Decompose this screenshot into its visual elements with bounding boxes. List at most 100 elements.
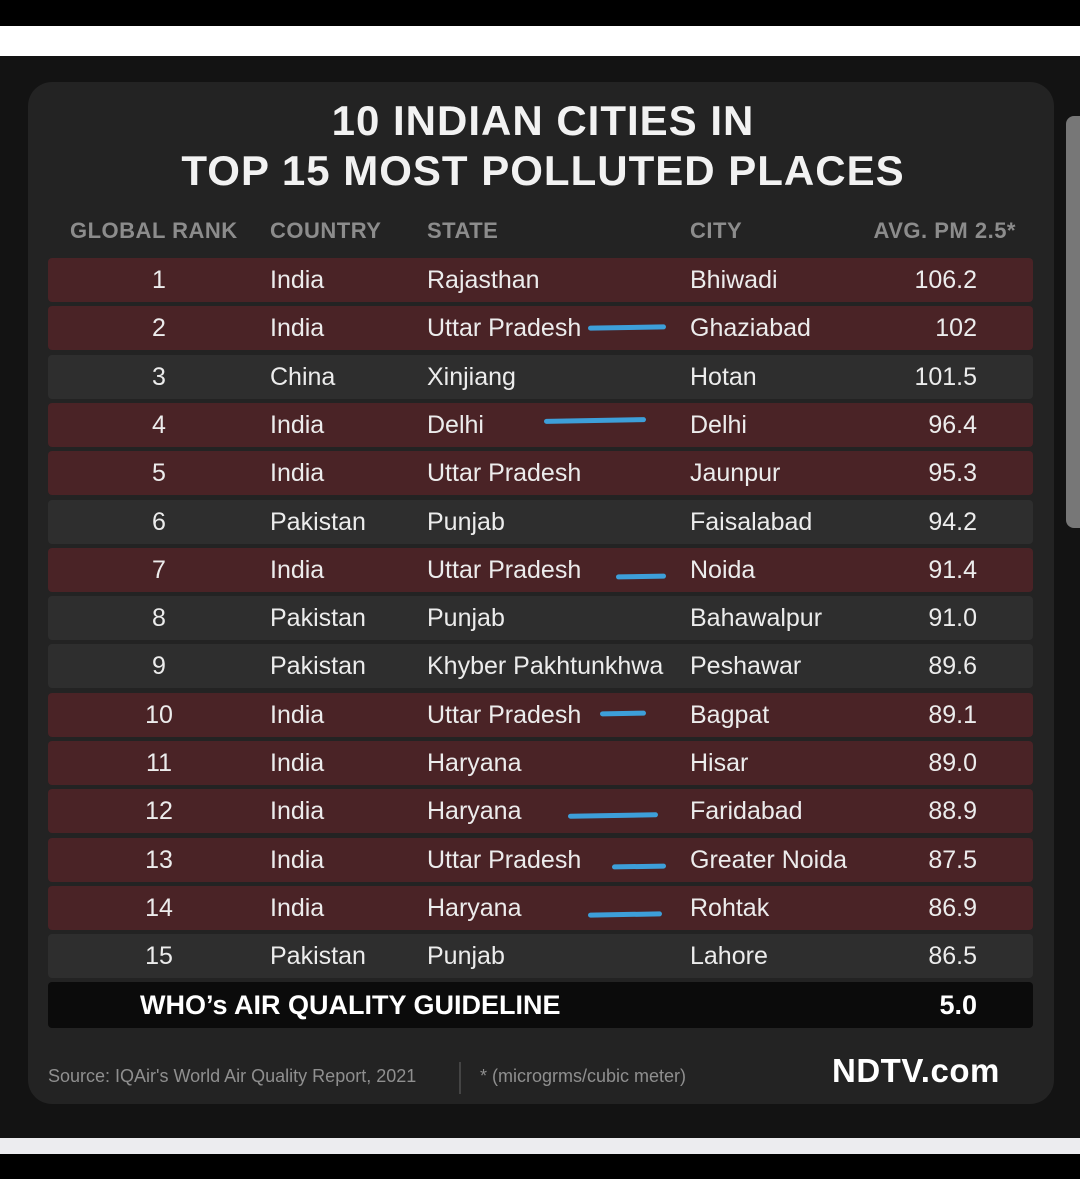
city-cell: Bagpat (690, 700, 770, 729)
table-row: 11 India Haryana Hisar 89.0 (48, 741, 1033, 785)
scrollbar-thumb[interactable] (1066, 116, 1080, 528)
city-cell: Hisar (690, 749, 749, 777)
country-cell: India (270, 700, 325, 729)
state-cell: Uttar Pradesh (427, 700, 582, 729)
rank-cell: 15 (145, 942, 173, 971)
country-cell: Pakistan (270, 604, 366, 633)
city-cell: Faridabad (690, 797, 803, 826)
state-cell: Xinjiang (427, 362, 516, 391)
source-note: Source: IQAir's World Air Quality Report… (48, 1066, 417, 1086)
city-cell: Bhiwadi (690, 266, 778, 294)
country-cell: Pakistan (270, 652, 366, 681)
state-cell: Delhi (427, 410, 484, 439)
rank-cell: 9 (152, 652, 166, 681)
pm25-cell: 95.3 (928, 459, 977, 488)
header-avg-pm25: AVG. PM 2.5* (873, 218, 1016, 243)
pen-underline-mark (615, 573, 667, 580)
pm25-cell: 86.9 (928, 893, 977, 922)
country-cell: Pakistan (270, 507, 366, 536)
country-cell: India (270, 555, 325, 584)
table-row: 5 India Uttar Pradesh Jaunpur 95.3 (48, 451, 1033, 496)
top-white-band (0, 26, 1080, 56)
city-cell: Rohtak (690, 893, 770, 922)
who-guideline-label: WHO’s AIR QUALITY GUIDELINE (140, 990, 561, 1020)
table-row: 1 India Rajasthan Bhiwadi 106.2 (48, 258, 1033, 302)
table-row: 4 India Delhi Delhi 96.4 (48, 402, 1033, 447)
country-cell: India (270, 410, 325, 439)
city-cell: Lahore (690, 942, 768, 971)
table-row: 3 China Xinjiang Hotan 101.5 (48, 354, 1033, 399)
bottom-white-band (0, 1138, 1080, 1154)
who-guideline-row: WHO’s AIR QUALITY GUIDELINE 5.0 (48, 982, 1033, 1028)
pm25-cell: 89.1 (928, 700, 977, 729)
table-row: 15 Pakistan Punjab Lahore 86.5 (48, 934, 1033, 979)
infographic-card (28, 82, 1054, 1104)
rank-cell: 2 (152, 314, 166, 343)
infographic-title: 10 INDIAN CITIES IN TOP 15 MOST POLLUTED… (0, 96, 1080, 196)
table-row: 10 India Uttar Pradesh Bagpat 89.1 (48, 692, 1033, 737)
state-cell: Punjab (427, 604, 505, 633)
ndtv-logo: NDTV.com (832, 1052, 1000, 1089)
state-cell: Uttar Pradesh (427, 555, 582, 584)
state-cell: Punjab (427, 942, 505, 971)
header-global-rank: GLOBAL RANK (70, 218, 238, 243)
state-cell: Uttar Pradesh (427, 314, 582, 343)
rank-cell: 7 (152, 555, 166, 584)
city-cell: Faisalabad (690, 507, 813, 536)
table-row: 8 Pakistan Punjab Bahawalpur 91.0 (48, 596, 1033, 641)
footer-divider (459, 1062, 461, 1094)
country-cell: India (270, 845, 325, 874)
state-cell: Haryana (427, 749, 522, 777)
table-row: 2 India Uttar Pradesh Ghaziabad 102 (48, 306, 1033, 351)
pm25-cell: 91.4 (928, 555, 977, 584)
table-row: 12 India Haryana Faridabad 88.9 (48, 789, 1033, 834)
rank-cell: 13 (145, 845, 173, 874)
rank-cell: 14 (145, 893, 173, 922)
state-cell: Uttar Pradesh (427, 459, 582, 488)
city-cell: Hotan (690, 362, 757, 391)
rank-cell: 8 (152, 604, 166, 633)
pen-underline-mark (611, 863, 667, 870)
country-cell: India (270, 314, 325, 343)
header-country: COUNTRY (270, 218, 382, 243)
who-guideline-value: 5.0 (939, 990, 977, 1020)
pen-underline-mark (599, 710, 647, 717)
header-city: CITY (690, 218, 743, 243)
title-line-2: TOP 15 MOST POLLUTED PLACES (181, 147, 905, 194)
rank-cell: 12 (145, 797, 173, 826)
rank-cell: 10 (145, 700, 173, 729)
rank-cell: 4 (152, 410, 166, 439)
city-cell: Delhi (690, 410, 747, 439)
pm25-cell: 87.5 (928, 845, 977, 874)
table-row: 14 India Haryana Rohtak 86.9 (48, 885, 1033, 930)
country-cell: India (270, 266, 325, 294)
table-row: 13 India Uttar Pradesh Greater Noida 87.5 (48, 837, 1033, 882)
city-cell: Noida (690, 555, 756, 584)
pm25-cell: 101.5 (914, 362, 977, 391)
country-cell: China (270, 362, 336, 391)
state-cell: Haryana (427, 893, 522, 922)
table-row: 7 India Uttar Pradesh Noida 91.4 (48, 547, 1033, 592)
state-cell: Khyber Pakhtunkhwa (427, 652, 664, 681)
state-cell: Uttar Pradesh (427, 845, 582, 874)
rank-cell: 5 (152, 459, 166, 488)
title-line-1: 10 INDIAN CITIES IN (331, 97, 755, 144)
pm25-cell: 94.2 (928, 507, 977, 536)
pm25-cell: 106.2 (914, 266, 977, 294)
state-cell: Punjab (427, 507, 505, 536)
pm25-cell: 96.4 (928, 410, 977, 439)
city-cell: Jaunpur (690, 459, 781, 488)
table-row: 6 Pakistan Punjab Faisalabad 94.2 (48, 499, 1033, 544)
pm25-cell: 86.5 (928, 942, 977, 971)
city-cell: Ghaziabad (690, 314, 811, 343)
pm25-cell: 91.0 (928, 604, 977, 633)
state-cell: Rajasthan (427, 266, 540, 294)
country-cell: India (270, 893, 325, 922)
country-cell: India (270, 459, 325, 488)
rank-cell: 3 (152, 362, 166, 391)
unit-footnote: * (microgrms/cubic meter) (480, 1066, 687, 1086)
header-state: STATE (427, 218, 499, 243)
city-cell: Bahawalpur (690, 604, 823, 633)
rank-cell: 11 (146, 749, 172, 777)
rank-cell: 6 (152, 507, 166, 536)
